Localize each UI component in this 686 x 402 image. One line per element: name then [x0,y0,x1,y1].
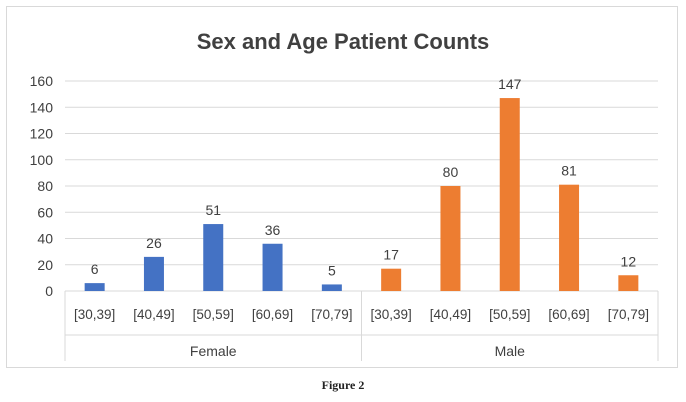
bar [143,256,164,291]
data-label: 26 [146,235,162,251]
data-label: 5 [328,262,336,278]
x-category-label: [30,39] [74,307,115,322]
bar [203,224,224,291]
y-tick-label: 40 [37,231,53,247]
x-category-label: [60,69] [548,307,589,322]
bar [559,184,580,291]
x-category-label: [50,59] [193,307,234,322]
y-tick-label: 100 [30,152,54,168]
x-category-label: [30,39] [371,307,412,322]
x-category-label: [60,69] [252,307,293,322]
x-group-label: Female [190,343,237,359]
y-tick-label: 0 [45,283,53,299]
bar [618,275,639,291]
bar-chart: Sex and Age Patient Counts 0 20 40 60 80 100 1… [30,29,659,361]
x-category-label: [40,49] [430,307,471,322]
data-label: 80 [443,164,459,180]
data-labels: 6 26 51 36 5 17 80 147 81 12 [91,76,637,278]
y-axis: 0 20 40 60 80 100 120 140 160 [30,73,54,299]
y-tick-label: 80 [37,178,53,194]
bar [321,284,342,291]
figure-caption: Figure 2 [321,378,365,392]
bar [84,283,105,291]
data-label: 6 [91,261,99,277]
data-label: 17 [383,247,399,263]
bar [381,268,402,291]
y-tick-label: 160 [30,73,54,89]
data-label: 147 [498,76,522,92]
x-category-label: [40,49] [133,307,174,322]
x-category-label: [70,79] [608,307,649,322]
x-group-label: Male [495,343,526,359]
y-tick-label: 140 [30,99,54,115]
y-tick-label: 20 [37,257,53,273]
bar [440,186,461,291]
x-axis: [30,39] [40,49] [50,59] [60,69] [70,79] Femal… [64,291,659,361]
data-label: 81 [561,163,577,179]
y-tick-label: 120 [30,126,54,142]
x-category-label: [70,79] [311,307,352,322]
bars [84,98,639,291]
bar [499,98,520,291]
x-category-label: [50,59] [489,307,530,322]
data-label: 36 [265,222,281,238]
data-label: 51 [205,202,221,218]
data-label: 12 [621,253,637,269]
chart-title: Sex and Age Patient Counts [197,29,490,54]
y-tick-label: 60 [37,204,53,220]
bar [262,243,283,291]
